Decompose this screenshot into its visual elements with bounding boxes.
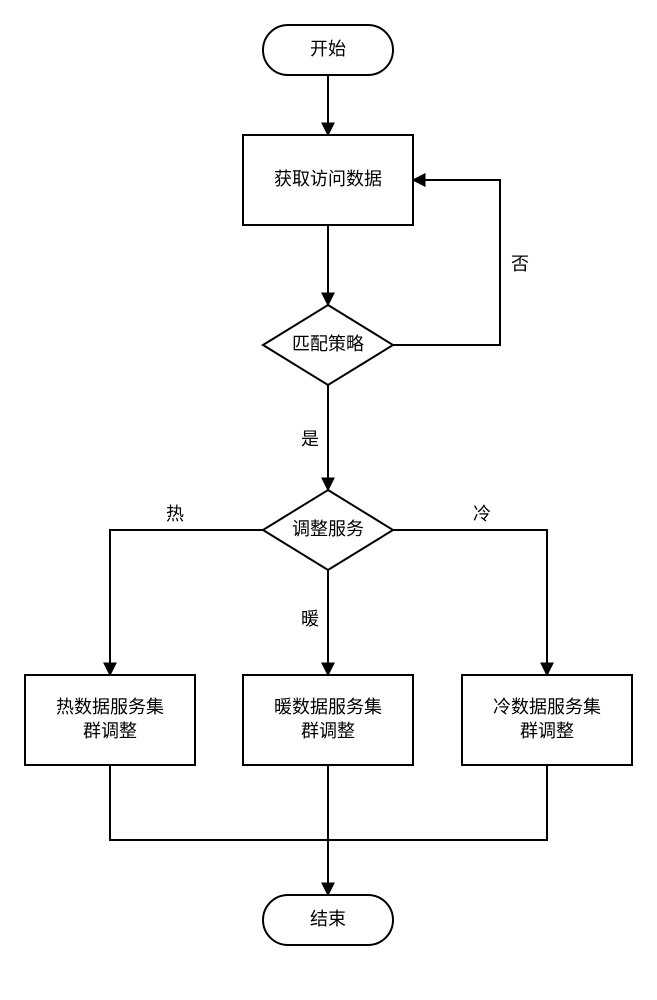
- flowchart-canvas: 否是热暖冷开始获取访问数据匹配策略调整服务热数据服务集群调整暖数据服务集群调整冷…: [0, 0, 657, 1000]
- edge-label: 暖: [301, 609, 319, 629]
- edge-label: 冷: [473, 504, 491, 524]
- node-label-adjust: 调整服务: [292, 519, 364, 539]
- node-label-match: 匹配策略: [292, 334, 364, 354]
- edge-label: 热: [166, 504, 184, 524]
- node-label-hot-line1: 热数据服务集: [56, 697, 164, 717]
- node-label-end: 结束: [310, 909, 346, 929]
- edge: [110, 530, 263, 675]
- node-label-getdata: 获取访问数据: [274, 169, 382, 189]
- node-label-hot-line2: 群调整: [83, 721, 137, 741]
- edge-label: 否: [511, 254, 529, 274]
- node-label-cold-line2: 群调整: [520, 721, 574, 741]
- edge-label: 是: [301, 429, 319, 449]
- edge: [328, 765, 547, 840]
- node-label-warm-line2: 群调整: [301, 721, 355, 741]
- node-label-start: 开始: [310, 39, 346, 59]
- edge: [110, 765, 328, 840]
- edge: [393, 530, 547, 675]
- node-label-warm-line1: 暖数据服务集: [274, 697, 382, 717]
- node-label-cold-line1: 冷数据服务集: [493, 697, 601, 717]
